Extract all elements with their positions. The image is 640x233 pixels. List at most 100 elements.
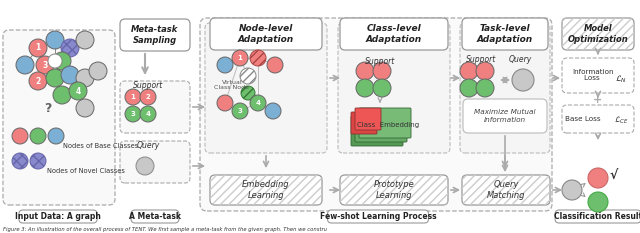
Circle shape (460, 62, 478, 80)
FancyBboxPatch shape (120, 81, 190, 133)
FancyBboxPatch shape (462, 18, 548, 50)
FancyBboxPatch shape (200, 18, 552, 211)
FancyBboxPatch shape (19, 210, 97, 223)
Text: Few-shot Learning Process: Few-shot Learning Process (320, 212, 436, 221)
Circle shape (250, 50, 266, 66)
Circle shape (48, 128, 64, 144)
Circle shape (588, 192, 608, 212)
FancyBboxPatch shape (462, 175, 550, 205)
Text: Embedding
Learning: Embedding Learning (242, 180, 290, 200)
FancyBboxPatch shape (338, 23, 450, 153)
Circle shape (267, 57, 283, 73)
Circle shape (265, 103, 281, 119)
Text: Nodes of Novel Classes: Nodes of Novel Classes (47, 168, 125, 174)
Circle shape (53, 86, 71, 104)
FancyBboxPatch shape (562, 18, 634, 50)
Circle shape (476, 62, 494, 80)
Text: Input Data: A graph: Input Data: A graph (15, 212, 101, 221)
Circle shape (356, 79, 374, 97)
Circle shape (250, 95, 266, 111)
FancyBboxPatch shape (3, 30, 115, 205)
Circle shape (241, 86, 255, 100)
Text: 2: 2 (146, 94, 150, 100)
Circle shape (460, 79, 478, 97)
FancyBboxPatch shape (340, 175, 448, 205)
FancyBboxPatch shape (463, 99, 547, 133)
Circle shape (476, 79, 494, 97)
Circle shape (232, 50, 248, 66)
Text: Model
Optimization: Model Optimization (568, 24, 628, 44)
Text: 4: 4 (145, 111, 150, 117)
Circle shape (217, 57, 233, 73)
Text: 2: 2 (35, 76, 40, 86)
Text: 1: 1 (131, 94, 136, 100)
FancyBboxPatch shape (562, 105, 634, 133)
Circle shape (240, 68, 256, 84)
Circle shape (373, 62, 391, 80)
Text: Figure 3: An illustration of the overall process of TENT. We first sample a meta: Figure 3: An illustration of the overall… (3, 226, 327, 232)
Text: Information
Loss: Information Loss (572, 69, 614, 82)
Circle shape (61, 39, 79, 57)
Circle shape (512, 69, 534, 91)
Circle shape (232, 103, 248, 119)
FancyBboxPatch shape (340, 18, 448, 50)
Text: Support: Support (133, 82, 163, 90)
Circle shape (140, 106, 156, 122)
Circle shape (140, 89, 156, 105)
Circle shape (29, 72, 47, 90)
Text: $\mathcal{L}_N$: $\mathcal{L}_N$ (615, 73, 627, 85)
Circle shape (76, 99, 94, 117)
Circle shape (373, 79, 391, 97)
Text: Base Loss: Base Loss (565, 116, 603, 122)
Text: Class-level
Adaptation: Class-level Adaptation (366, 24, 422, 44)
Circle shape (125, 89, 141, 105)
Text: +: + (593, 95, 603, 105)
Text: Class  Embedding: Class Embedding (357, 122, 419, 128)
Circle shape (12, 153, 28, 169)
Circle shape (30, 153, 46, 169)
Text: 1: 1 (35, 44, 40, 52)
Text: √: √ (610, 169, 618, 182)
Text: 3: 3 (237, 108, 243, 114)
Circle shape (30, 128, 46, 144)
Text: 3: 3 (42, 61, 47, 69)
FancyBboxPatch shape (460, 23, 550, 153)
Text: Query: Query (508, 55, 532, 65)
FancyBboxPatch shape (359, 108, 411, 138)
Circle shape (48, 54, 62, 68)
Circle shape (36, 56, 54, 74)
Circle shape (356, 62, 374, 80)
Text: 3: 3 (131, 111, 136, 117)
Text: Maximize Mutual
Information: Maximize Mutual Information (474, 110, 536, 123)
Text: 4: 4 (76, 86, 81, 96)
FancyBboxPatch shape (351, 112, 377, 134)
FancyBboxPatch shape (555, 210, 640, 223)
Circle shape (46, 69, 64, 87)
Circle shape (69, 82, 87, 100)
Circle shape (136, 157, 154, 175)
FancyBboxPatch shape (355, 112, 407, 142)
Text: Task-level
Adaptation: Task-level Adaptation (477, 24, 533, 44)
Circle shape (53, 52, 71, 70)
Circle shape (89, 62, 107, 80)
Circle shape (217, 95, 233, 111)
Circle shape (562, 180, 582, 200)
Text: $\mathcal{L}_{CE}$: $\mathcal{L}_{CE}$ (614, 114, 628, 126)
Circle shape (16, 56, 34, 74)
Circle shape (76, 31, 94, 49)
Text: Virtual
Class Node: Virtual Class Node (214, 80, 250, 90)
FancyBboxPatch shape (210, 18, 322, 50)
Circle shape (588, 168, 608, 188)
Text: 1: 1 (237, 55, 243, 61)
Text: A Meta-task: A Meta-task (129, 212, 181, 221)
Circle shape (76, 69, 94, 87)
Text: Nodes of Base Classes: Nodes of Base Classes (63, 143, 138, 149)
Circle shape (29, 39, 47, 57)
FancyBboxPatch shape (120, 19, 190, 51)
Circle shape (46, 31, 64, 49)
Circle shape (125, 106, 141, 122)
FancyBboxPatch shape (120, 141, 190, 183)
Circle shape (12, 128, 28, 144)
Text: ?: ? (44, 102, 52, 114)
Text: Support: Support (365, 56, 395, 65)
